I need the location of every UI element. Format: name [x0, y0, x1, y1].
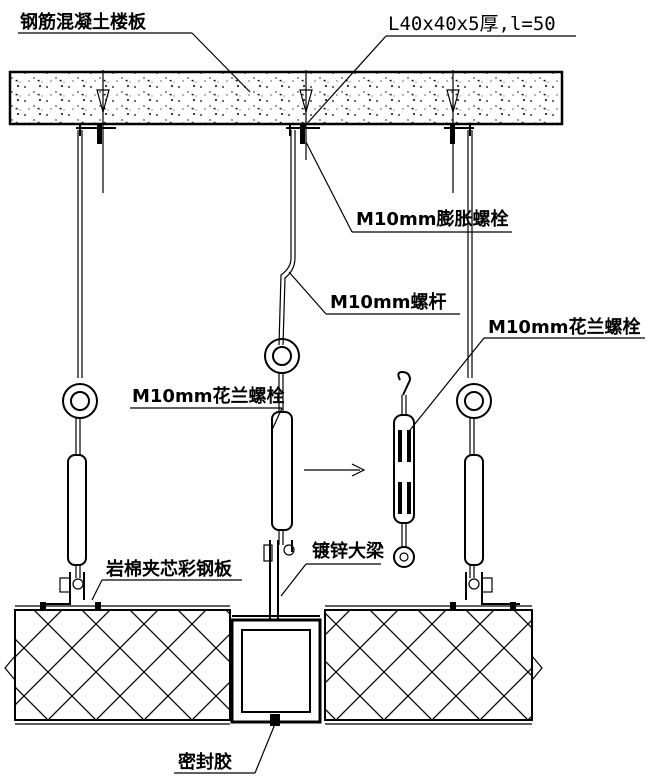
ring-eyes: [62, 338, 492, 419]
turnbuckle-detail: [304, 370, 415, 568]
sandwich-panel-left: [4, 602, 231, 725]
expansion-bolt-label: M10mm膨胀螺栓: [356, 208, 508, 230]
expansion-bolts: [96, 70, 460, 124]
slab-label: 钢筋混凝土楼板: [20, 11, 147, 33]
sealant-label: 密封胶: [178, 751, 232, 773]
rod-label: M10mm螺杆: [330, 291, 446, 313]
turnbuckles-installed: [67, 373, 484, 578]
labels: 钢筋混凝土楼板 L40x40x5厚,l=50 M10mm膨胀螺栓 M10mm螺杆…: [20, 11, 640, 773]
bottom-clips: [40, 540, 520, 620]
turnbuckle-left-label: M10mm花兰螺栓: [132, 385, 284, 407]
turnbuckle-right-label: M10mm花兰螺栓: [488, 316, 640, 338]
concrete-slab: [8, 70, 564, 126]
galvanized-beam: [230, 615, 322, 726]
hanger-rods: [77, 130, 473, 378]
panel-label: 岩棉夹芯彩钢板: [105, 558, 233, 580]
angle-brackets: [76, 124, 474, 193]
sandwich-panel-right: [324, 602, 543, 725]
beam-label: 镀锌大梁: [312, 540, 385, 562]
angle-label: L40x40x5厚,l=50: [388, 13, 556, 35]
leader-lines: [18, 32, 645, 774]
